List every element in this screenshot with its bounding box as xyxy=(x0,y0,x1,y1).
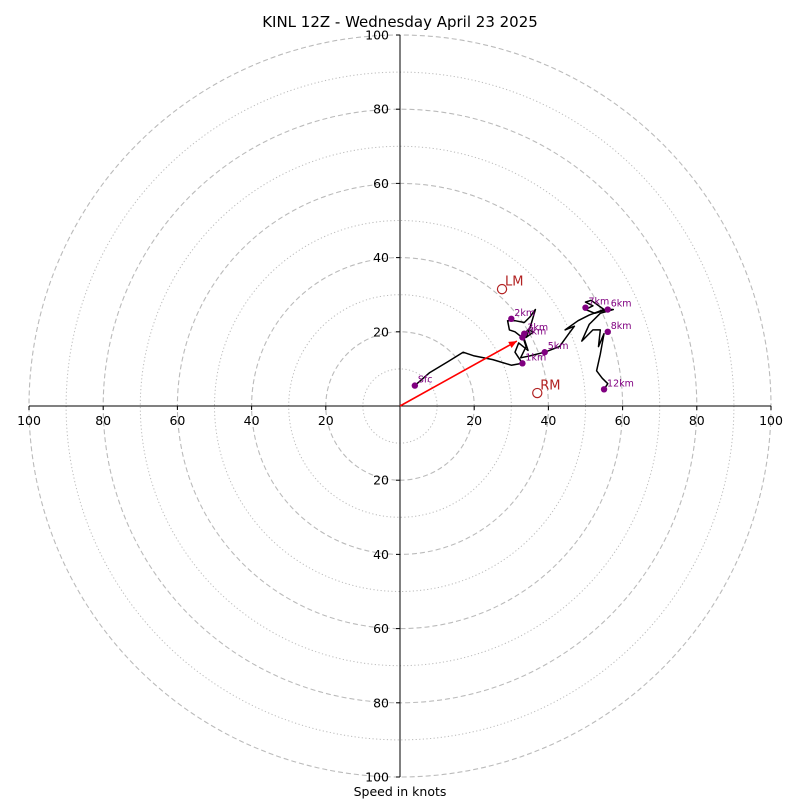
height-marker-label: 1km xyxy=(525,352,546,363)
height-marker-label: 8km xyxy=(611,321,632,332)
storm-motion-circle xyxy=(532,387,543,399)
x-tick-label: 40 xyxy=(540,413,556,428)
y-tick-label: 40 xyxy=(373,250,389,265)
height-marker-label: 5km xyxy=(548,341,569,352)
mean-wind-vector xyxy=(399,340,518,407)
x-tick-label: 100 xyxy=(759,413,783,428)
y-tick-label: 100 xyxy=(365,28,389,43)
hodograph-line xyxy=(414,299,615,390)
y-tick-label: 100 xyxy=(365,770,389,785)
x-tick-label: 20 xyxy=(466,413,482,428)
height-marker-label: 2km xyxy=(514,308,535,319)
height-marker-dot xyxy=(508,315,515,323)
height-marker-label: 12km xyxy=(607,378,634,389)
x-tick-label: 20 xyxy=(318,413,334,428)
x-tick-label: 100 xyxy=(17,413,41,428)
height-marker-label: 6km xyxy=(611,299,632,310)
height-marker-dot xyxy=(582,304,589,311)
y-tick-label: 40 xyxy=(373,547,389,562)
storm-motion-circle xyxy=(496,283,508,295)
height-marker-dot xyxy=(411,382,419,389)
height-marker-dot xyxy=(541,349,548,356)
x-tick-label: 40 xyxy=(244,413,260,428)
x-tick-label: 60 xyxy=(615,413,631,428)
storm-motion-markers: LM RM xyxy=(496,275,561,399)
y-tick-label: 80 xyxy=(373,102,389,117)
mean-wind-shaft xyxy=(399,340,518,407)
height-marker-label: 7km xyxy=(589,297,610,308)
height-marker-dot xyxy=(604,306,611,313)
x-tick-label: 60 xyxy=(169,413,185,428)
y-tick-label: 20 xyxy=(373,324,389,339)
height-marker-dot xyxy=(604,328,611,335)
height-marker-dot xyxy=(600,386,608,393)
y-tick-label: 20 xyxy=(373,473,389,488)
height-marker-label: 4km xyxy=(525,326,546,337)
mean-wind-arrowhead xyxy=(508,341,517,348)
height-marker-label: 3km xyxy=(527,323,548,334)
y-tick-label: 60 xyxy=(373,621,389,636)
storm-motion-label: LM xyxy=(505,275,523,290)
hodograph-trace xyxy=(414,299,615,390)
tick-labels: 100 80 60 40 20 20 40 60 80 100 100 80 60 40 20 20 40 60 8… xyxy=(17,28,783,785)
y-tick-label: 60 xyxy=(373,176,389,191)
x-tick-label: 80 xyxy=(689,413,705,428)
height-marker-dot xyxy=(519,360,526,367)
x-axis-label: Speed in knots xyxy=(354,784,447,799)
y-tick-label: 80 xyxy=(373,695,389,710)
x-tick-label: 80 xyxy=(95,413,111,428)
chart-title: KINL 12Z - Wednesday April 23 2025 xyxy=(262,13,538,31)
height-marker-label: Sfc xyxy=(418,375,433,386)
height-marker-dot xyxy=(519,334,526,341)
storm-motion-label: RM xyxy=(540,379,560,394)
